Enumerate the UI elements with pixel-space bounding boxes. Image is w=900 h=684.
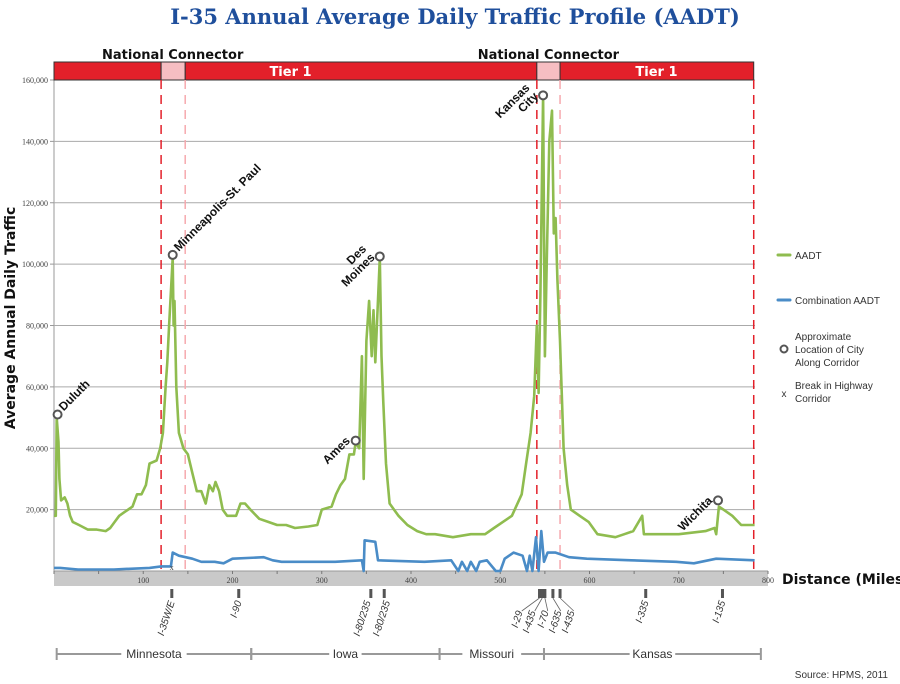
x-tick-label: 100 bbox=[137, 576, 149, 585]
state-label: Missouri bbox=[469, 647, 514, 661]
legend-aadt-label: AADT bbox=[795, 251, 822, 262]
corridor-segment bbox=[53, 61, 162, 81]
tier-label: Tier 1 bbox=[635, 65, 677, 80]
state-label: Iowa bbox=[333, 647, 359, 661]
national-connector-label: National Connector bbox=[102, 48, 244, 63]
city-location-marker bbox=[350, 435, 361, 446]
corridor-tier-bar: Tier 1 Tier 1 National Connector National C… bbox=[53, 48, 755, 81]
city-location-marker bbox=[167, 249, 178, 260]
corridor-segment bbox=[184, 61, 538, 81]
x-tick-label: 400 bbox=[405, 576, 417, 585]
city-label: Wichita bbox=[675, 493, 715, 533]
city-location-marker bbox=[52, 409, 63, 420]
corridor-segment bbox=[536, 61, 561, 81]
state-spans: Minnesota Iowa Missouri Kansas bbox=[55, 646, 762, 662]
city-label: KansasCity bbox=[492, 81, 541, 130]
y-tick-label: 40,000 bbox=[26, 444, 48, 453]
state-label-bg bbox=[329, 646, 362, 662]
interchange-leader-line bbox=[521, 597, 540, 612]
state-label-bg bbox=[629, 646, 676, 662]
legend-break-label: Corridor bbox=[795, 394, 832, 405]
x-tick-label: 800 bbox=[762, 576, 774, 585]
national-connector-label: National Connector bbox=[478, 48, 620, 63]
interchange-label: I-80/235 bbox=[371, 599, 393, 638]
city-label: Duluth bbox=[56, 377, 93, 414]
interchange-tick bbox=[558, 589, 562, 598]
city-label-line: Wichita bbox=[675, 493, 715, 533]
y-tick-label: 120,000 bbox=[22, 199, 48, 208]
break-marker: x bbox=[170, 563, 174, 572]
x-tick-label: 600 bbox=[584, 576, 596, 585]
aadt-line bbox=[54, 94, 755, 539]
interchange-leader-line bbox=[559, 597, 575, 612]
y-tick-label: 80,000 bbox=[26, 322, 48, 331]
interchange-tick bbox=[543, 589, 547, 598]
legend-city-icon bbox=[779, 344, 789, 354]
city-location-marker bbox=[538, 90, 549, 101]
state-label: Minnesota bbox=[126, 647, 182, 661]
interchange-label: I-70 bbox=[536, 609, 552, 629]
interchange-tick bbox=[237, 589, 241, 598]
corridor-segment bbox=[559, 61, 755, 81]
interchange-label: I-35W/E bbox=[156, 599, 178, 637]
x-tick-label: 200 bbox=[227, 576, 239, 585]
y-tick-label: 140,000 bbox=[22, 137, 48, 146]
city-location-marker bbox=[374, 251, 385, 262]
x-tick-label: 700 bbox=[673, 576, 685, 585]
y-tick-label: 100,000 bbox=[22, 260, 48, 269]
interchange-label: I-80/235 bbox=[352, 599, 374, 638]
interchange-tick bbox=[382, 589, 386, 598]
y-tick-label: 20,000 bbox=[26, 506, 48, 515]
legend-city-label: Location of City bbox=[795, 345, 864, 356]
legend: AADT Combination AADT Approximate Location … bbox=[776, 251, 880, 405]
y-tick-label: 60,000 bbox=[26, 383, 48, 392]
y-axis-label: Average Annual Daily Traffic bbox=[3, 207, 19, 430]
interchange-tick bbox=[369, 589, 373, 598]
interchange-label: I-90 bbox=[229, 599, 245, 619]
chart-title: I-35 Annual Average Daily Traffic Profil… bbox=[170, 4, 740, 29]
interchange-tick bbox=[538, 589, 542, 598]
combination-aadt-line bbox=[54, 529, 755, 573]
interchange-tick bbox=[644, 589, 648, 598]
interchange-label: I-29 bbox=[510, 609, 526, 629]
state-label-bg bbox=[121, 646, 187, 662]
x-tick-label: 300 bbox=[316, 576, 328, 585]
legend-combination-label: Combination AADT bbox=[795, 296, 880, 307]
interchange-label: I-335 bbox=[634, 599, 652, 624]
x-axis: 100 200 300 400 500 600 700 800 bbox=[53, 570, 774, 586]
corridor-segment bbox=[160, 61, 186, 81]
tier-label: Tier 1 bbox=[269, 65, 311, 80]
legend-city-label: Along Corridor bbox=[795, 358, 860, 369]
city-label: DesMoines bbox=[330, 242, 378, 290]
source-note: Source: HPMS, 2011 bbox=[795, 670, 889, 681]
legend-city-label: Approximate bbox=[795, 332, 852, 343]
interchange-tick bbox=[170, 589, 174, 598]
interchange-leader-line bbox=[534, 597, 543, 612]
interchange-label: I-135 bbox=[711, 599, 729, 624]
x-tick-label: 500 bbox=[494, 576, 506, 585]
city-label-line: Duluth bbox=[56, 377, 93, 414]
interchange-tick bbox=[540, 589, 544, 598]
interchange-leader-line bbox=[552, 597, 562, 612]
series-lines: x bbox=[54, 94, 755, 573]
legend-break-symbol: x bbox=[782, 389, 787, 400]
interchange-leader-line bbox=[544, 597, 549, 612]
interchange-tick bbox=[551, 589, 555, 598]
state-label-bg bbox=[462, 646, 522, 662]
y-tick-label: 160,000 bbox=[22, 76, 48, 85]
x-axis-label: Distance (Miles) bbox=[782, 572, 900, 588]
state-label: Kansas bbox=[632, 647, 672, 661]
interchange-tick bbox=[720, 589, 724, 598]
city-location-marker bbox=[713, 495, 724, 506]
legend-break-label: Break in Highway bbox=[795, 381, 873, 392]
x-axis-band bbox=[54, 571, 768, 586]
